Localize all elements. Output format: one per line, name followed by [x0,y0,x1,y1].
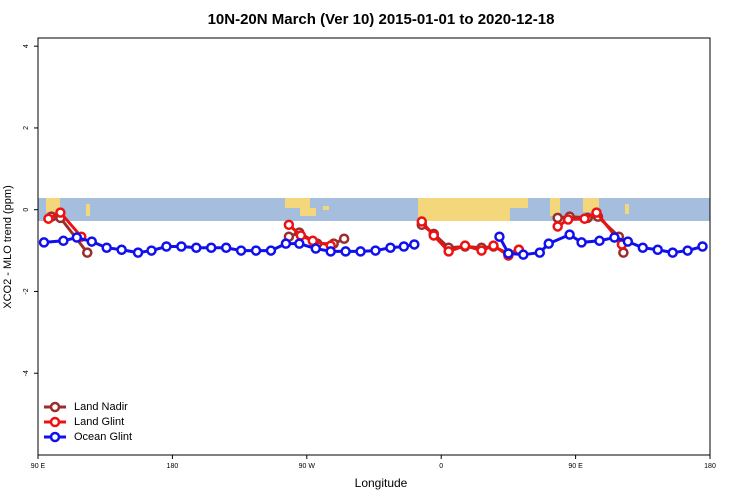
point [43,213,54,224]
point [191,242,202,253]
y-tick-label: 4 [23,44,30,48]
point [552,221,563,232]
point [370,245,381,256]
point [294,238,305,249]
x-tick-label: 0 [439,463,443,470]
chart-title: 10N-20N March (Ver 10) 2015-01-01 to 202… [208,11,555,28]
x-tick-label: 90 E [568,463,583,470]
point [132,247,144,258]
x-tick-label: 90 W [299,463,316,470]
point [295,230,307,241]
point [146,245,157,256]
y-tick-label: -4 [23,370,30,376]
point [38,237,50,248]
point [618,247,629,258]
point [176,241,187,252]
x-axis-label: Longitude [355,476,408,490]
point [385,242,396,253]
point [310,243,322,254]
point [55,207,66,218]
point [637,242,649,253]
point [398,241,410,252]
x-tick-label: 180 [167,463,179,470]
point [494,231,505,242]
point [265,245,277,256]
point [697,241,708,252]
point [250,245,262,256]
x-tick-label: 90 E [31,463,46,470]
point [543,238,554,249]
plot-frame [37,37,711,456]
point [576,237,587,248]
point [552,212,563,224]
point [428,230,439,241]
point [86,236,98,247]
y-tick-label: 2 [23,126,30,130]
point [534,247,546,258]
legend-marker [49,431,61,443]
map-band [38,198,710,221]
point [579,213,590,224]
point [652,244,663,256]
point [340,246,351,257]
legend-label: Land Nadir [74,401,128,413]
point [667,247,678,258]
point [488,240,499,251]
point [564,229,575,240]
point [116,244,127,256]
point [325,246,336,257]
point [235,245,247,256]
point [459,240,471,251]
point [205,242,217,253]
point [416,216,428,227]
point [280,238,292,249]
legend-marker [49,416,61,428]
point [609,232,620,243]
point [622,236,634,247]
point [338,233,350,244]
point [409,239,420,250]
point [443,246,454,257]
y-tick-label: -2 [23,288,30,294]
point [220,242,232,253]
point [591,207,602,218]
point [518,249,529,260]
point [71,232,83,243]
point [355,246,366,257]
point [682,245,693,256]
y-tick-label: 0 [23,208,30,212]
point [58,235,69,247]
point [562,214,574,225]
y-axis-label: XCO2 - MLO trend (ppm) [2,185,14,308]
point [476,245,487,256]
point [82,247,93,258]
point [283,219,295,231]
x-tick-label: 180 [704,463,716,470]
legend-label: Land Glint [74,416,124,428]
point [161,241,172,252]
point [594,235,605,247]
point [503,248,514,259]
legend-marker [49,401,61,413]
legend-label: Ocean Glint [74,431,132,443]
point [101,242,112,253]
